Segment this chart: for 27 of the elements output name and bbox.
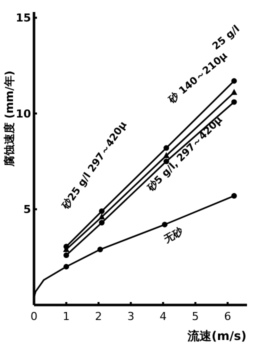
- point: [98, 213, 105, 220]
- x-tick-label: 4: [160, 310, 167, 323]
- y-tick-label: 15: [16, 12, 31, 25]
- point: [97, 246, 103, 252]
- point: [231, 99, 237, 105]
- annotation: 25 g/l: [210, 24, 242, 52]
- x-axis-title: 流速(m/s): [186, 329, 246, 343]
- point: [162, 222, 168, 228]
- point: [230, 88, 238, 95]
- point: [163, 152, 170, 158]
- y-tick-label: 10: [16, 107, 32, 120]
- point: [63, 252, 70, 258]
- point: [98, 220, 105, 226]
- x-tick-label: 6: [224, 310, 232, 323]
- point: [164, 145, 170, 151]
- point: [231, 193, 237, 199]
- point: [63, 264, 70, 270]
- x-tick-label: 1: [62, 310, 70, 323]
- annotation: 无砂: [160, 224, 186, 246]
- x-tick-label: 2: [95, 310, 102, 323]
- point: [231, 78, 237, 84]
- x-tick-label: 3: [127, 310, 134, 323]
- x-tick-label: 0: [30, 310, 38, 323]
- y-axis-title: 腐蚀速度 (mm/年): [3, 70, 16, 168]
- point: [98, 208, 105, 214]
- x-tick-label: 5: [192, 310, 199, 323]
- y-tick-label: 5: [23, 203, 31, 216]
